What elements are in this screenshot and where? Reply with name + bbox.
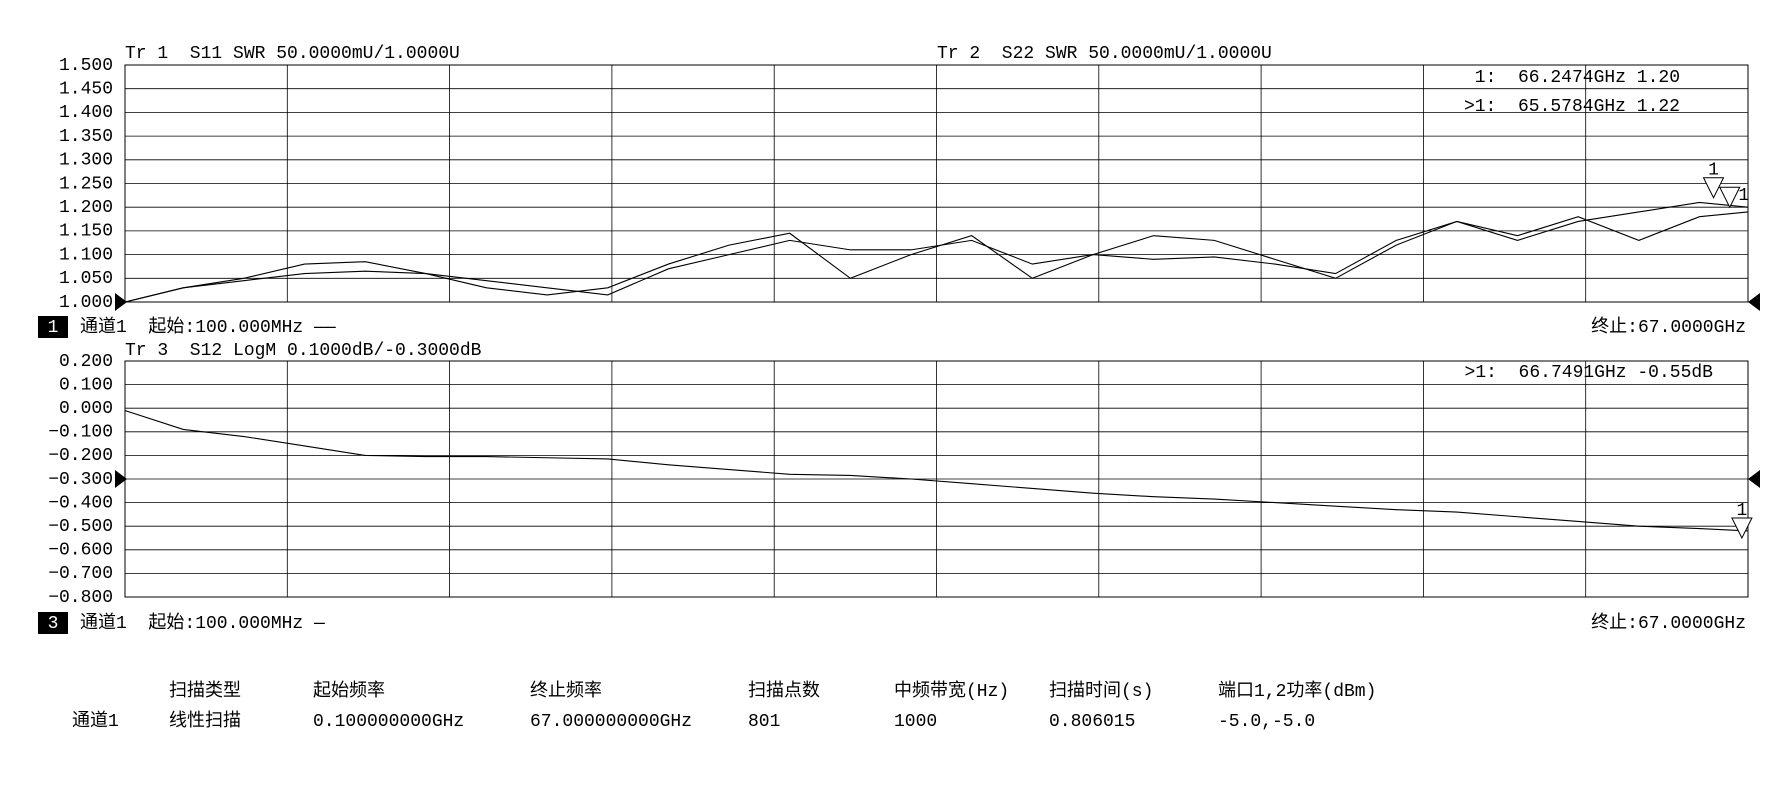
y-tick-label: −0.800 (48, 588, 113, 608)
y-tick-label: −0.500 (48, 517, 113, 537)
stop-label: 终止:67.0000GHz (1591, 612, 1746, 634)
table-cell: -5.0,-5.0 (1218, 712, 1315, 732)
y-tick-label: −0.600 (48, 541, 113, 561)
channel-number: 3 (48, 614, 59, 634)
table-cell: 线性扫描 (169, 710, 241, 732)
table-header: 扫描类型 (169, 680, 241, 702)
reference-arrow (115, 293, 127, 311)
table-header: 扫描时间(s) (1049, 680, 1153, 702)
channel-number: 1 (48, 318, 59, 338)
marker-readout: 1: 66.2474GHz 1.20 (1475, 68, 1680, 88)
y-tick-label: 1.000 (59, 293, 113, 313)
marker-triangle (1702, 177, 1725, 199)
reference-arrow (1748, 470, 1760, 488)
start-label: 通道1 起始:100.000MHz —— (80, 316, 336, 338)
y-tick-label: 1.250 (59, 174, 113, 194)
table-cell: 0.100000000GHz (313, 712, 464, 732)
table-header: 中频带宽(Hz) (894, 680, 1009, 702)
marker-triangle (1718, 186, 1741, 209)
trace-label: Tr 3 S12 LogM 0.1000dB/-0.3000dB (125, 341, 482, 361)
y-tick-label: 1.200 (59, 198, 113, 218)
y-tick-label: 0.100 (59, 375, 113, 395)
table-cell: 801 (748, 712, 780, 732)
channel-box (38, 316, 68, 338)
marker-readout: >1: 66.7491GHz -0.55dB (1465, 363, 1714, 383)
marker-readout: >1: 65.5784GHz 1.22 (1464, 97, 1680, 117)
y-tick-label: 0.000 (59, 399, 113, 419)
table-cell: 0.806015 (1049, 712, 1135, 732)
row-label: 通道1 (72, 710, 119, 732)
marker-triangle (1731, 517, 1753, 540)
table-header: 端口1,2功率(dBm) (1218, 680, 1376, 702)
y-tick-label: 1.150 (59, 222, 113, 242)
channel-box (38, 612, 68, 634)
table-header: 扫描点数 (748, 680, 820, 702)
y-tick-label: −0.400 (48, 493, 113, 513)
table-cell: 67.000000000GHz (530, 712, 692, 732)
y-tick-label: 1.450 (59, 79, 113, 99)
marker-label: 1 (1738, 186, 1749, 206)
start-label: 通道1 起始:100.000MHz — (80, 612, 325, 634)
y-tick-label: 1.350 (59, 127, 113, 147)
table-cell: 1000 (894, 712, 937, 732)
trace-label: Tr 2 S22 SWR 50.0000mU/1.0000U (937, 44, 1272, 64)
y-tick-label: 1.500 (59, 56, 113, 76)
table-header: 起始频率 (313, 680, 385, 702)
y-tick-label: −0.200 (48, 446, 113, 466)
y-tick-label: 1.100 (59, 245, 113, 265)
marker-label: 1 (1737, 501, 1748, 521)
trace-line (124, 410, 1749, 532)
reference-arrow (1748, 293, 1760, 311)
stop-label: 终止:67.0000GHz (1591, 316, 1746, 338)
reference-arrow (115, 470, 127, 488)
y-tick-label: 1.400 (59, 103, 113, 123)
trace-line (124, 201, 1749, 303)
y-tick-label: 0.200 (59, 352, 113, 372)
y-tick-label: 1.300 (59, 151, 113, 171)
table-header: 终止频率 (530, 680, 602, 702)
y-tick-label: −0.700 (48, 564, 113, 584)
y-tick-label: −0.100 (48, 423, 113, 443)
marker-label: 1 (1708, 160, 1719, 180)
y-tick-label: −0.300 (48, 470, 113, 490)
y-tick-label: 1.050 (59, 269, 113, 289)
trace-label: Tr 1 S11 SWR 50.0000mU/1.0000U (125, 44, 460, 64)
